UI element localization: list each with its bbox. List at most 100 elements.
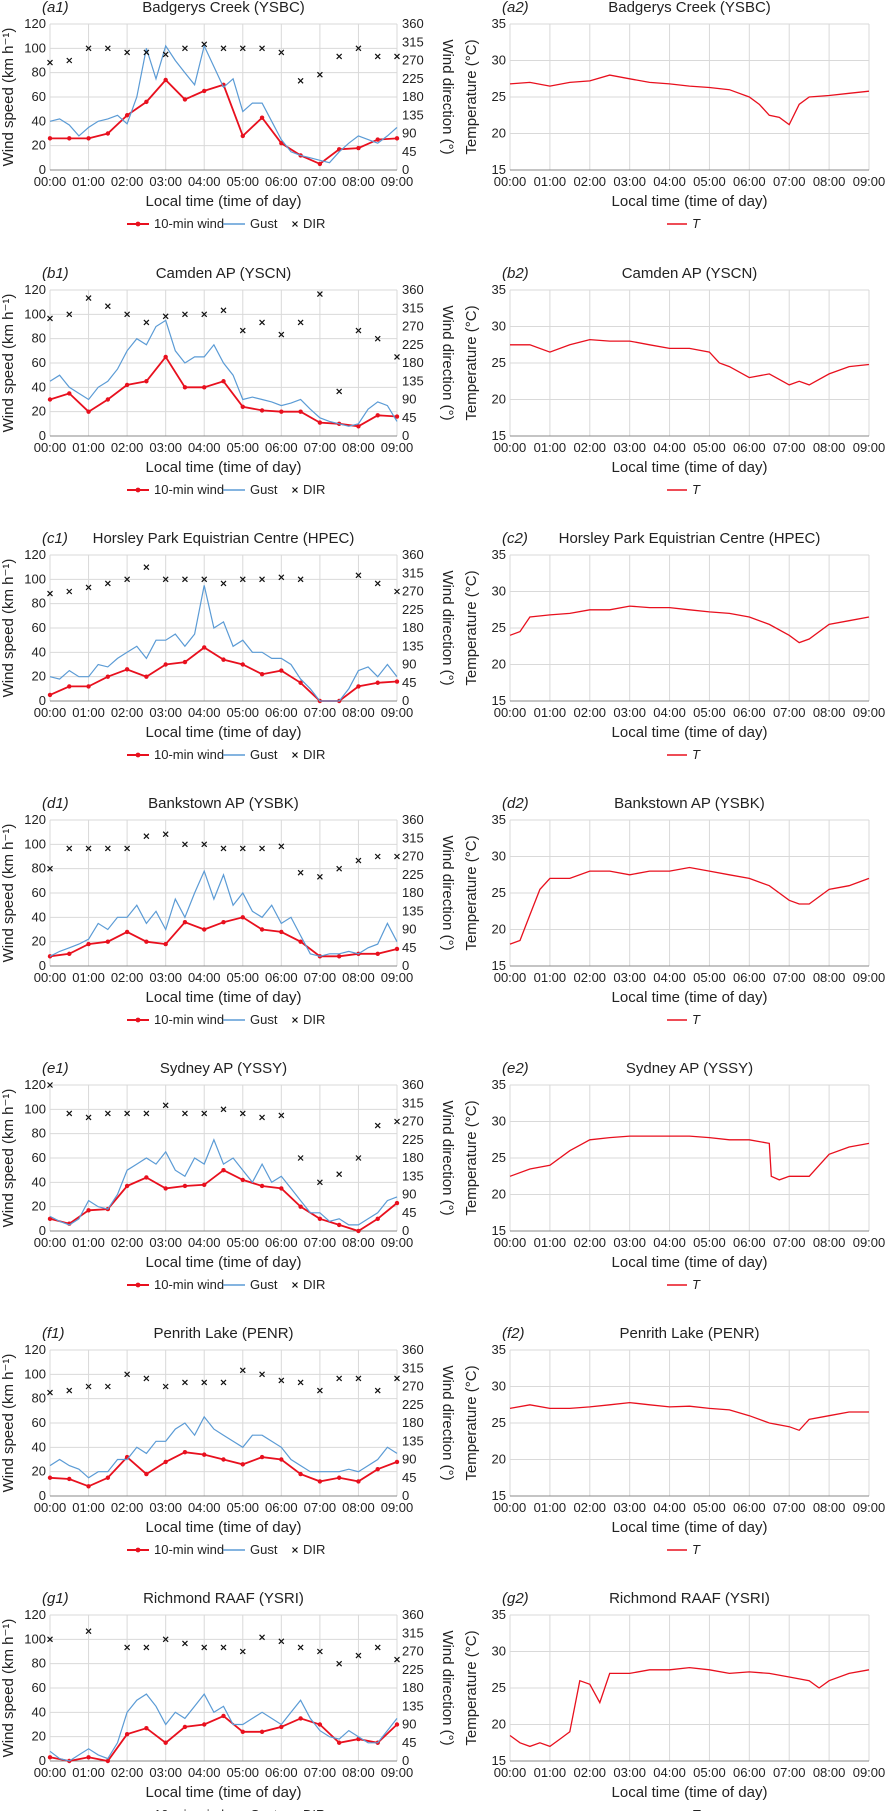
wind-point (356, 145, 361, 151)
x-tick-label: 05:00 (227, 440, 260, 455)
x-tick-label: 09:00 (381, 174, 414, 189)
x-tick-label: 06:00 (265, 1765, 298, 1780)
x-tick-label: 06:00 (265, 970, 298, 985)
x-tick-label: 01:00 (534, 705, 567, 720)
y-tick-label: 40 (32, 113, 46, 128)
y-axis-label: Wind speed (km h⁻¹) (0, 28, 17, 167)
x-tick-label: 05:00 (693, 1500, 726, 1515)
dir-point (278, 1112, 285, 1119)
x-tick-label: 00:00 (34, 440, 67, 455)
dir-point (220, 845, 227, 852)
y-tick-label: 25 (492, 1150, 506, 1165)
dir-point (374, 1387, 381, 1394)
x-axis-label: Local time (time of day) (612, 724, 768, 741)
wind-point (317, 1216, 323, 1222)
dir-point (47, 1389, 53, 1396)
x-axis-label: Local time (time of day) (612, 1254, 768, 1271)
y-tick-label: 20 (492, 1452, 506, 1467)
y-axis-label: Temperature (°C) (463, 39, 480, 154)
y2-tick-label: 90 (402, 1717, 416, 1732)
dir-point (355, 572, 362, 579)
x-tick-label: 01:00 (534, 174, 567, 189)
wind-point (279, 1457, 284, 1462)
dir-point (259, 1634, 265, 1641)
x-tick-label: 07:00 (773, 440, 806, 455)
dir-point (297, 576, 304, 583)
x-tick-label: 07:00 (773, 970, 806, 985)
y-tick-label: 35 (492, 1342, 506, 1357)
legend-wind-label: 10-min wind (154, 482, 224, 497)
x-tick-label: 09:00 (853, 1765, 886, 1780)
wind-point (182, 1183, 188, 1189)
dir-point (85, 1114, 92, 1121)
dir-point (394, 1118, 400, 1125)
x-tick-label: 04:00 (653, 970, 686, 985)
x-tick-label: 06:00 (265, 174, 298, 189)
legend-wind-marker (135, 1017, 141, 1023)
dir-point (85, 1628, 92, 1635)
dir-point (182, 1640, 188, 1647)
y2-tick-label: 360 (402, 282, 424, 297)
x-tick-label: 07:00 (773, 1500, 806, 1515)
dir-point (162, 1636, 169, 1643)
legend-temp-label: T (692, 1542, 701, 1557)
dir-point (297, 1155, 304, 1161)
y-axis-label: Temperature (°C) (463, 570, 480, 685)
legend: 10-min wind Gust DIR (127, 482, 325, 497)
wind-point (317, 420, 323, 425)
wind-point (259, 927, 265, 932)
x-tick-label: 09:00 (381, 440, 414, 455)
x-tick-label: 05:00 (227, 1500, 260, 1515)
x-axis-label: Local time (time of day) (146, 724, 302, 741)
x-tick-label: 09:00 (381, 1765, 414, 1780)
y-tick-label: 120 (24, 547, 46, 562)
dir-point (143, 833, 150, 840)
panel-title: Penrith Lake (PENR) (153, 1325, 293, 1342)
wind-point (298, 680, 303, 685)
y2-axis-label: Wind direction (°) (439, 1365, 456, 1480)
y-axis-label: Wind speed (km h⁻¹) (0, 1089, 17, 1228)
dir-point (239, 327, 246, 334)
x-tick-label: 05:00 (693, 174, 726, 189)
dir-point (259, 1114, 265, 1121)
dir-point (124, 845, 131, 852)
x-tick-label: 04:00 (653, 705, 686, 720)
y-tick-label: 0 (39, 1488, 46, 1503)
panel-tag: (c2) (502, 530, 528, 547)
y-axis-label: Temperature (°C) (463, 1630, 480, 1745)
wind-point (182, 385, 188, 390)
panel-title: Richmond RAAF (YSRI) (143, 1590, 304, 1607)
dir-point (201, 576, 208, 583)
y2-tick-label: 135 (402, 373, 424, 388)
x-tick-label: 03:00 (613, 970, 646, 985)
y2-tick-label: 270 (402, 584, 424, 599)
dir-point (239, 45, 246, 52)
wind-point (240, 1729, 245, 1735)
dir-point (259, 576, 265, 583)
x-tick-label: 05:00 (693, 1765, 726, 1780)
panel-b1: 0 20 40 60 80 100 120 00:00 01:00 02:00 03:00 04:00… (0, 265, 456, 497)
dir-point (259, 845, 265, 852)
wind-point (356, 1228, 361, 1234)
y-axis-label: Wind speed (km h⁻¹) (0, 1619, 17, 1758)
y2-tick-label: 180 (402, 885, 424, 900)
y-tick-label: 35 (492, 282, 506, 297)
y-tick-label: 20 (492, 126, 506, 141)
legend: T (667, 747, 701, 762)
y-tick-label: 25 (492, 355, 506, 370)
x-tick-label: 07:00 (773, 705, 806, 720)
legend-temp-label: T (692, 1277, 701, 1292)
wind-point (182, 97, 188, 102)
legend-dir-marker (292, 221, 298, 227)
panel-title: Bankstown AP (YSBK) (148, 795, 299, 812)
dir-point (182, 45, 188, 52)
y2-tick-label: 0 (402, 1753, 409, 1768)
y2-tick-label: 270 (402, 53, 424, 68)
panel-tag: (f1) (42, 1325, 65, 1342)
wind-point (124, 113, 130, 118)
panel-tag: (a2) (502, 0, 529, 16)
x-tick-label: 04:00 (653, 174, 686, 189)
x-tick-label: 09:00 (853, 174, 886, 189)
dir-point (47, 590, 53, 597)
legend-wind-label: 10-min wind (154, 1542, 224, 1557)
